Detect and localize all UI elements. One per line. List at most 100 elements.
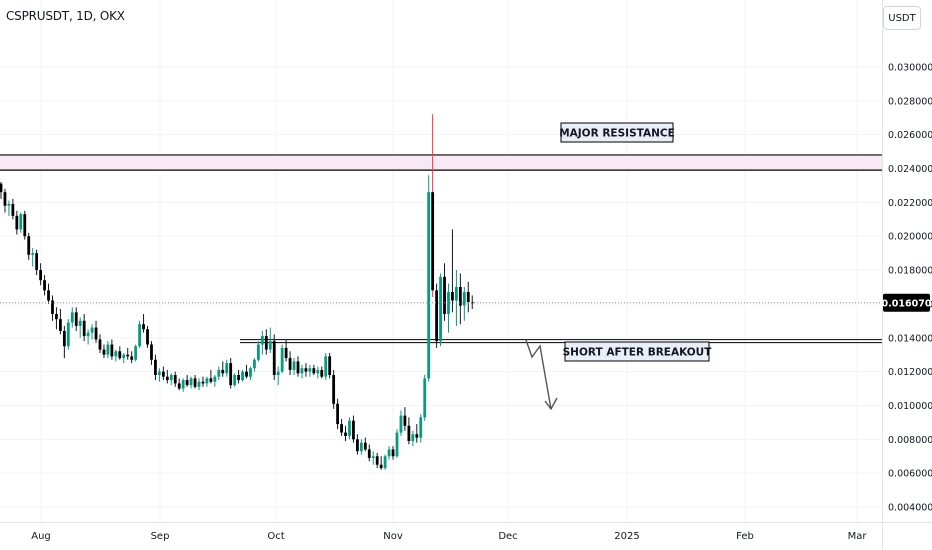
candle: [419, 413, 423, 443]
candle-body: [407, 425, 411, 442]
candle: [257, 341, 260, 362]
candle-body: [221, 369, 225, 374]
candle-body: [43, 280, 46, 291]
candle: [324, 352, 328, 381]
candle: [3, 188, 7, 213]
price-tick-label: 0.004000: [888, 503, 932, 514]
candle-body: [173, 374, 177, 384]
arrow-path: [525, 339, 552, 410]
candle-body: [257, 344, 260, 360]
candle: [276, 366, 280, 386]
price-tick-label: 0.020000: [888, 232, 932, 243]
candle-body: [39, 270, 42, 281]
time-tick-label: Mar: [848, 531, 868, 542]
candle: [387, 446, 391, 460]
candle: [268, 327, 272, 353]
candle-body: [264, 336, 268, 350]
price-tick-label: 0.028000: [888, 96, 932, 107]
candle-body: [197, 381, 201, 387]
candle: [383, 454, 387, 470]
candle-body: [304, 368, 308, 372]
candle-body: [403, 415, 407, 426]
candle: [35, 249, 39, 276]
time-axis[interactable]: Aug Sep Oct Nov Dec 2025 Feb Mar: [0, 522, 932, 543]
annotation-text: MAJOR RESISTANCE: [559, 128, 675, 140]
candle-body: [320, 369, 324, 377]
candle: [399, 410, 403, 436]
candle-body: [284, 347, 288, 359]
candle-body: [375, 456, 379, 465]
candle-body: [19, 214, 23, 230]
candle-body: [229, 363, 233, 386]
candle-body: [241, 371, 244, 381]
price-tick-label: 0.014000: [888, 333, 932, 344]
candle: [221, 361, 225, 377]
candle: [47, 283, 50, 304]
annotation-box: [560, 122, 674, 143]
currency-button[interactable]: USDT: [883, 6, 921, 30]
candle: [59, 308, 62, 335]
candle-body: [59, 319, 62, 331]
candle: [332, 369, 336, 409]
candle-body: [98, 339, 102, 350]
candle-body: [363, 442, 367, 450]
candle: [363, 437, 367, 452]
candle: [435, 283, 438, 348]
candle-body: [359, 442, 363, 452]
candle: [348, 417, 351, 440]
candle: [411, 430, 415, 447]
candle: [130, 351, 134, 364]
candle-body: [379, 464, 383, 469]
price-tick-label: 0.024000: [888, 164, 932, 175]
time-tick-label: Feb: [736, 531, 754, 542]
candle-body: [427, 192, 431, 379]
price-tick-label: 0.022000: [888, 198, 932, 209]
candle-body: [340, 424, 343, 433]
candle-body: [165, 376, 169, 381]
candle: [142, 314, 145, 333]
drawing-layer: MAJOR RESISTANCE SHORT AFTER BREAKOUT: [0, 122, 882, 411]
candle: [213, 374, 217, 387]
candle-body: [205, 378, 209, 384]
candle-body: [296, 361, 300, 374]
candle-body: [415, 434, 419, 438]
candle-body: [55, 314, 58, 320]
candle: [114, 349, 118, 362]
candle-body: [7, 204, 11, 206]
candle: [11, 198, 15, 220]
candle-body: [391, 449, 395, 457]
candle: [165, 369, 169, 384]
candle-body: [0, 183, 3, 193]
candle: [304, 363, 308, 377]
candle-body: [431, 192, 435, 291]
candle-body: [185, 380, 189, 386]
price-axis[interactable]: 0.030000 0.028000 0.026000 0.024000 0.022000…: [882, 0, 932, 550]
candle-body: [383, 456, 387, 469]
candle-body: [150, 344, 153, 360]
candle: [169, 373, 173, 386]
candle: [367, 444, 371, 462]
candle: [94, 320, 98, 343]
candle-body: [458, 286, 462, 306]
down-arrow-drawing[interactable]: [525, 339, 558, 411]
candle-body: [455, 286, 458, 301]
candle: [292, 358, 296, 375]
candle-body: [371, 456, 375, 458]
candle-body: [130, 356, 134, 360]
candle: [296, 356, 300, 377]
candle: [344, 425, 347, 442]
candle: [86, 329, 90, 345]
candle-body: [177, 383, 181, 389]
major-resistance-label[interactable]: MAJOR RESISTANCE: [559, 122, 675, 143]
candle: [7, 200, 11, 216]
candle: [193, 374, 197, 389]
candle: [55, 307, 58, 330]
candle: [229, 358, 233, 389]
candle: [237, 369, 240, 384]
candle: [62, 325, 66, 359]
candle-body: [292, 361, 296, 370]
candle-body: [316, 369, 320, 374]
candle-body: [47, 290, 50, 301]
short-after-breakout-label[interactable]: SHORT AFTER BREAKOUT: [563, 341, 713, 362]
